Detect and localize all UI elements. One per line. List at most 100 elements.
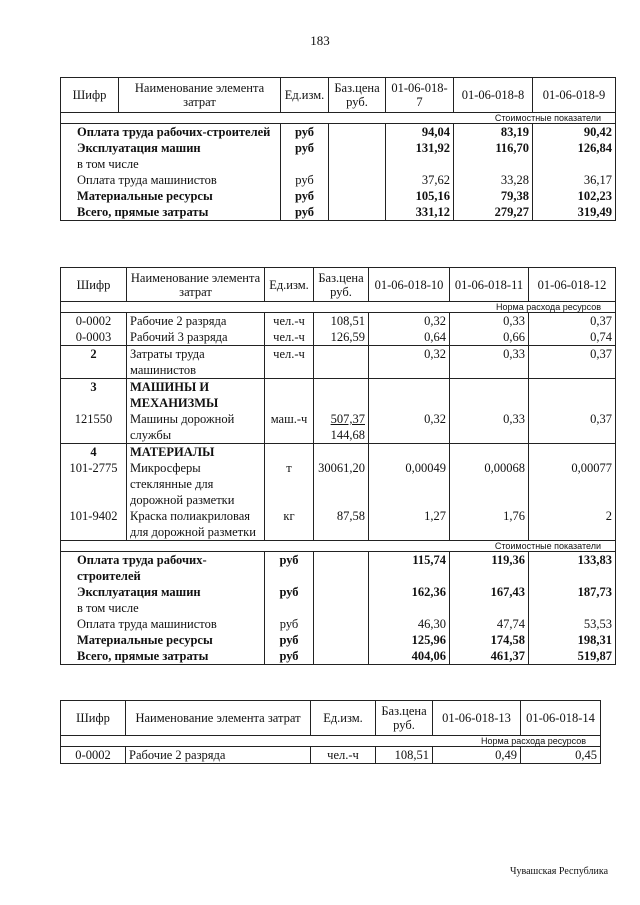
column-header: 01-06-018-12	[528, 267, 616, 302]
table-row: в том числе	[60, 156, 616, 172]
code-cell: 0-0003	[60, 329, 127, 346]
unit-cell: чел.-ч	[264, 312, 314, 329]
value-cell: 0,37	[528, 312, 616, 329]
unit-cell: чел.-ч	[264, 329, 314, 346]
value-cell: 461,37	[449, 648, 529, 665]
value-cell: 519,87	[528, 648, 616, 665]
table-row: Материальные ресурсы руб 105,16 79,38 102,23	[60, 188, 616, 204]
value-cell: 2	[528, 508, 616, 541]
column-header: Баз.цена руб.	[328, 77, 386, 113]
column-header: 01-06-018-7	[385, 77, 454, 113]
column-header: 01-06-018-11	[449, 267, 529, 302]
value-cell	[528, 443, 616, 460]
base-price-cell: 108,51	[375, 746, 433, 764]
base-price-cell: 87,58	[313, 508, 369, 541]
base-price-cell: 30061,20	[313, 460, 369, 508]
header-row: Шифр Наименование элемента затрат Ед.изм. Б…	[60, 77, 616, 113]
table-row: 4 МАТЕРИАЛЫ	[60, 443, 616, 460]
value-cell	[449, 378, 529, 411]
code-cell: 3	[60, 378, 127, 411]
unit-cell: руб	[264, 616, 314, 632]
unit-cell	[264, 378, 314, 411]
value-cell: 0,74	[528, 329, 616, 346]
code-cell: 121550	[60, 411, 127, 444]
column-header: Шифр	[60, 267, 127, 302]
value-cell: 0,32	[368, 411, 450, 444]
column-header: Ед.изм.	[310, 700, 376, 736]
value-cell: 0,64	[368, 329, 450, 346]
base-price: 108,51	[394, 748, 429, 762]
section-header-row: Стоимостные показатели	[60, 540, 616, 552]
unit-cell: руб	[280, 188, 329, 204]
value-cell: 162,36	[368, 584, 450, 600]
base-price-cell	[313, 345, 369, 379]
unit-cell: кг	[264, 508, 314, 541]
base-price: 507,37	[330, 412, 365, 426]
column-header: 01-06-018-9	[532, 77, 616, 113]
header-row: Шифр Наименование элемента затрат Ед.изм. Б…	[60, 700, 601, 736]
unit-cell: руб	[264, 648, 314, 665]
name-cell: Затраты труда машинистов	[126, 345, 265, 379]
column-header: 01-06-018-13	[432, 700, 521, 736]
name-cell: Рабочий 3 разряда	[126, 329, 265, 346]
base-price-cell	[328, 156, 386, 172]
column-header: Шифр	[60, 77, 119, 113]
cost-table-3: Шифр Наименование элемента затрат Ед.изм. Б…	[60, 700, 601, 764]
unit-cell: маш.-ч	[264, 411, 314, 444]
value-cell: 119,36	[449, 551, 529, 584]
unit-cell: руб	[280, 204, 329, 221]
value-cell: 167,43	[449, 584, 529, 600]
cost-table-1: Шифр Наименование элемента затрат Ед.изм. Б…	[60, 77, 616, 221]
unit-cell	[280, 156, 329, 172]
base-price-cell	[328, 140, 386, 156]
unit-cell: руб	[280, 123, 329, 140]
value-cell: 174,58	[449, 632, 529, 648]
table-row: 0-0002 Рабочие 2 разряда чел.-ч 108,51 0,32 0…	[60, 312, 616, 329]
value-cell: 0,37	[528, 411, 616, 444]
name-cell: Рабочие 2 разряда	[125, 746, 311, 764]
value-cell: 0,33	[449, 312, 529, 329]
name-cell: Микросферы стеклянные для дорожной разме…	[126, 460, 265, 508]
table-row: 101-9402 Краска полиакриловая для дорожно…	[60, 508, 616, 541]
table-row: Всего, прямые затраты руб 331,12 279,27 319,…	[60, 204, 616, 221]
value-cell: 83,19	[453, 123, 533, 140]
row-label: Оплата труда машинистов	[60, 616, 265, 632]
base-price-cell	[313, 443, 369, 460]
column-header: Наименование элемента затрат	[125, 700, 311, 736]
value-cell	[368, 600, 450, 616]
value-cell	[449, 443, 529, 460]
value-cell: 279,27	[453, 204, 533, 221]
value-cell: 131,92	[385, 140, 454, 156]
row-label: Оплата труда рабочих-строителей	[60, 551, 265, 584]
value-cell: 0,00049	[368, 460, 450, 508]
table-row: Оплата труда машинистов руб 37,62 33,28 36,1…	[60, 172, 616, 188]
table-row: Оплата труда машинистов руб 46,30 47,74 53,5…	[60, 616, 616, 632]
unit-cell: руб	[264, 584, 314, 600]
value-cell: 198,31	[528, 632, 616, 648]
column-header: 01-06-018-8	[453, 77, 533, 113]
value-cell	[368, 443, 450, 460]
code-cell: 4	[60, 443, 127, 460]
value-cell: 36,17	[532, 172, 616, 188]
value-cell: 46,30	[368, 616, 450, 632]
base-price-cell	[313, 600, 369, 616]
section-label: Норма расхода ресурсов	[60, 301, 616, 313]
base-price-cell	[313, 616, 369, 632]
row-label: Материальные ресурсы	[60, 188, 281, 204]
header-row: Шифр Наименование элемента затрат Ед.изм. Б…	[60, 267, 616, 302]
value-cell: 53,53	[528, 616, 616, 632]
unit-cell: руб	[264, 632, 314, 648]
base-price-cell	[313, 632, 369, 648]
column-header: Шифр	[60, 700, 126, 736]
table-row: Эксплуатация машин руб 131,92 116,70 126,84	[60, 140, 616, 156]
footer-region: Чувашская Республика	[510, 866, 609, 877]
unit-cell: чел.-ч	[264, 345, 314, 379]
value-cell: 115,74	[368, 551, 450, 584]
value-cell	[385, 156, 454, 172]
row-label: в том числе	[60, 600, 265, 616]
base-price: 87,58	[336, 509, 365, 523]
base-price-cell	[313, 378, 369, 411]
table-row: 121550 Машины дорожной службы маш.-ч 507,37…	[60, 411, 616, 444]
column-header: Наименование элемента затрат	[118, 77, 281, 113]
name-cell: Рабочие 2 разряда	[126, 312, 265, 329]
